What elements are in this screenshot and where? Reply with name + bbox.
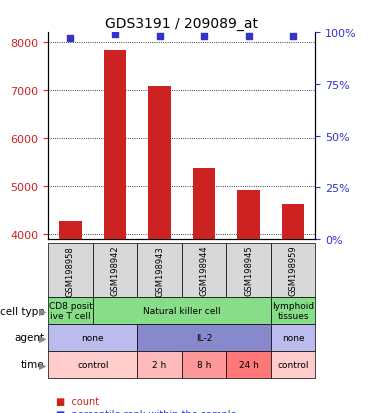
Text: control: control <box>77 360 108 369</box>
Text: GSM198958: GSM198958 <box>66 245 75 296</box>
Text: 24 h: 24 h <box>239 360 259 369</box>
Point <box>68 36 73 43</box>
Text: 8 h: 8 h <box>197 360 211 369</box>
Text: control: control <box>278 360 309 369</box>
Text: none: none <box>82 333 104 342</box>
Text: ▶: ▶ <box>39 359 46 370</box>
Text: ▶: ▶ <box>39 306 46 316</box>
Bar <box>282 205 304 413</box>
Text: Natural killer cell: Natural killer cell <box>143 306 221 315</box>
Point <box>112 32 118 38</box>
Point <box>246 34 252 40</box>
Point <box>201 34 207 40</box>
Text: 2 h: 2 h <box>152 360 167 369</box>
Text: cell type: cell type <box>0 306 45 316</box>
Text: time: time <box>21 359 45 370</box>
Point <box>157 34 162 40</box>
Text: GSM198944: GSM198944 <box>200 245 209 296</box>
Text: GSM198942: GSM198942 <box>111 245 119 296</box>
Text: GSM198959: GSM198959 <box>289 245 298 296</box>
Text: ▶: ▶ <box>39 332 46 343</box>
Text: agent: agent <box>14 332 45 343</box>
Text: GSM198943: GSM198943 <box>155 245 164 296</box>
Bar <box>59 221 82 413</box>
Bar <box>193 169 215 413</box>
Text: GSM198945: GSM198945 <box>244 245 253 296</box>
Title: GDS3191 / 209089_at: GDS3191 / 209089_at <box>105 17 258 31</box>
Text: ■  percentile rank within the sample: ■ percentile rank within the sample <box>56 409 236 413</box>
Bar <box>237 190 260 413</box>
Text: ■  count: ■ count <box>56 396 99 406</box>
Point <box>290 34 296 40</box>
Text: none: none <box>282 333 304 342</box>
Bar <box>104 51 126 413</box>
Text: CD8 posit
ive T cell: CD8 posit ive T cell <box>49 301 92 320</box>
Text: lymphoid
tissues: lymphoid tissues <box>272 301 314 320</box>
Bar <box>148 87 171 413</box>
Text: IL-2: IL-2 <box>196 333 212 342</box>
